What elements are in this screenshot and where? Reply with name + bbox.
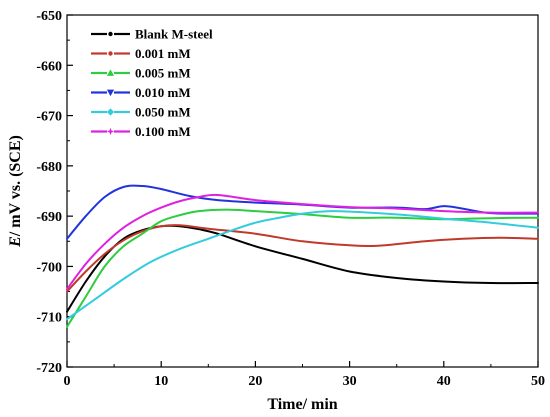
y-tick-label: -720 [36, 361, 62, 376]
legend-item: 0.001 mM [91, 46, 191, 61]
y-tick-label: -660 [36, 59, 62, 74]
series-group [66, 193, 539, 291]
y-axis-title: E/ mV vs. (SCE) [7, 135, 24, 248]
legend-marker [106, 69, 115, 76]
legend-label: 0.001 mM [135, 46, 191, 61]
series-line [66, 208, 539, 328]
legend-item: Blank M-steel [91, 27, 213, 42]
series-group [66, 184, 539, 240]
axis-ticks: 0 10 20 30 40 50 -720 -710 -700 -690 -680 -670 -660 -… [36, 9, 545, 389]
y-tick-label: -670 [36, 110, 62, 125]
legend-label: 0.050 mM [135, 105, 191, 120]
x-tick-label: 30 [343, 374, 357, 389]
legend-marker [106, 89, 115, 97]
y-tick-label: -680 [36, 160, 62, 175]
series-line [66, 193, 539, 291]
y-tick-label: -650 [36, 9, 62, 24]
legend-label: 0.100 mM [135, 124, 191, 139]
legend-item: 0.100 mM [91, 124, 191, 139]
legend-label: 0.010 mM [135, 85, 191, 100]
x-tick-label: 10 [154, 374, 168, 389]
legend-marker [108, 31, 113, 37]
series-group [66, 210, 539, 321]
series-lines [66, 184, 539, 328]
legend-marker [106, 108, 115, 116]
legend-label: 0.005 mM [135, 66, 191, 81]
legend: Blank M-steel 0.001 mM 0.005 mM 0.010 mM 0.0… [91, 27, 213, 139]
x-tick-label: 50 [531, 374, 545, 389]
x-axis-title: Time/ min [267, 396, 337, 413]
series-line [66, 210, 539, 321]
y-tick-label: -690 [36, 210, 62, 225]
x-tick-label: 0 [64, 374, 71, 389]
legend-marker [108, 51, 113, 56]
legend-marker [106, 127, 115, 136]
y-tick-label: -710 [36, 311, 62, 326]
y-axis-title-unit: / mV vs. (SCE) [7, 135, 24, 237]
legend-item: 0.050 mM [91, 105, 191, 120]
x-tick-label: 20 [248, 374, 262, 389]
series-group [66, 208, 539, 328]
x-tick-label: 40 [437, 374, 451, 389]
legend-item: 0.010 mM [91, 85, 191, 100]
y-tick-label: -700 [36, 260, 62, 275]
series-line [66, 184, 539, 240]
legend-item: 0.005 mM [91, 66, 191, 81]
y-axis-title-symbol: E [7, 236, 24, 248]
legend-label: Blank M-steel [135, 27, 213, 42]
